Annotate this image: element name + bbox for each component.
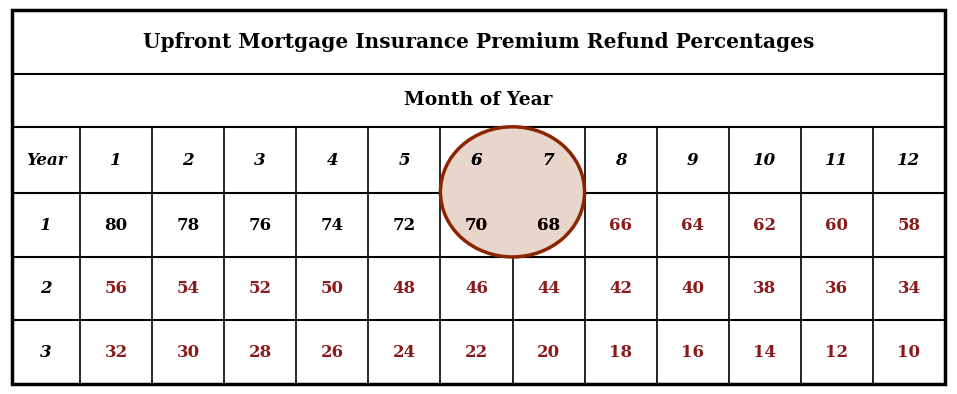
Text: 62: 62 — [753, 217, 776, 234]
Text: 78: 78 — [176, 217, 200, 234]
Text: 52: 52 — [249, 280, 272, 297]
Text: 8: 8 — [614, 152, 627, 169]
Text: 26: 26 — [321, 344, 344, 361]
Text: Upfront Mortgage Insurance Premium Refund Percentages: Upfront Mortgage Insurance Premium Refun… — [143, 32, 814, 52]
Text: 16: 16 — [681, 344, 704, 361]
Text: 68: 68 — [537, 217, 560, 234]
Text: Year: Year — [26, 152, 66, 169]
Text: 24: 24 — [392, 344, 416, 361]
Text: 76: 76 — [249, 217, 272, 234]
Text: 80: 80 — [104, 217, 127, 234]
Text: 34: 34 — [898, 280, 921, 297]
Text: 6: 6 — [471, 152, 482, 169]
Text: 54: 54 — [177, 280, 200, 297]
Text: 11: 11 — [825, 152, 849, 169]
Text: Month of Year: Month of Year — [404, 91, 553, 109]
Text: 18: 18 — [609, 344, 633, 361]
Text: 36: 36 — [825, 280, 849, 297]
Text: 48: 48 — [392, 280, 416, 297]
Text: 10: 10 — [753, 152, 776, 169]
Text: 50: 50 — [321, 280, 344, 297]
Text: 14: 14 — [753, 344, 776, 361]
Text: 42: 42 — [609, 280, 633, 297]
Text: 32: 32 — [104, 344, 127, 361]
Text: 70: 70 — [465, 217, 488, 234]
Text: 12: 12 — [825, 344, 849, 361]
Text: 60: 60 — [825, 217, 848, 234]
Text: 30: 30 — [176, 344, 200, 361]
Text: 28: 28 — [249, 344, 272, 361]
Text: 40: 40 — [681, 280, 704, 297]
Text: 2: 2 — [40, 280, 52, 297]
Text: 64: 64 — [681, 217, 704, 234]
Text: 1: 1 — [40, 217, 52, 234]
Text: 74: 74 — [321, 217, 344, 234]
Text: 1: 1 — [110, 152, 122, 169]
Text: 7: 7 — [543, 152, 554, 169]
Text: 70: 70 — [465, 217, 488, 234]
Text: 3: 3 — [40, 344, 52, 361]
Text: 56: 56 — [104, 280, 127, 297]
Text: 7: 7 — [543, 152, 554, 169]
Text: 44: 44 — [537, 280, 560, 297]
Text: 68: 68 — [537, 217, 560, 234]
Ellipse shape — [440, 127, 585, 257]
Text: 9: 9 — [687, 152, 699, 169]
Text: 66: 66 — [609, 217, 633, 234]
Text: 38: 38 — [753, 280, 776, 297]
Text: 46: 46 — [465, 280, 488, 297]
Text: 22: 22 — [465, 344, 488, 361]
Text: 12: 12 — [898, 152, 921, 169]
Text: 2: 2 — [183, 152, 194, 169]
Text: 4: 4 — [326, 152, 338, 169]
Text: 20: 20 — [537, 344, 560, 361]
Text: 10: 10 — [898, 344, 921, 361]
Text: 58: 58 — [898, 217, 921, 234]
Text: 5: 5 — [398, 152, 411, 169]
Text: 3: 3 — [255, 152, 266, 169]
Text: 72: 72 — [392, 217, 416, 234]
Text: 6: 6 — [471, 152, 482, 169]
